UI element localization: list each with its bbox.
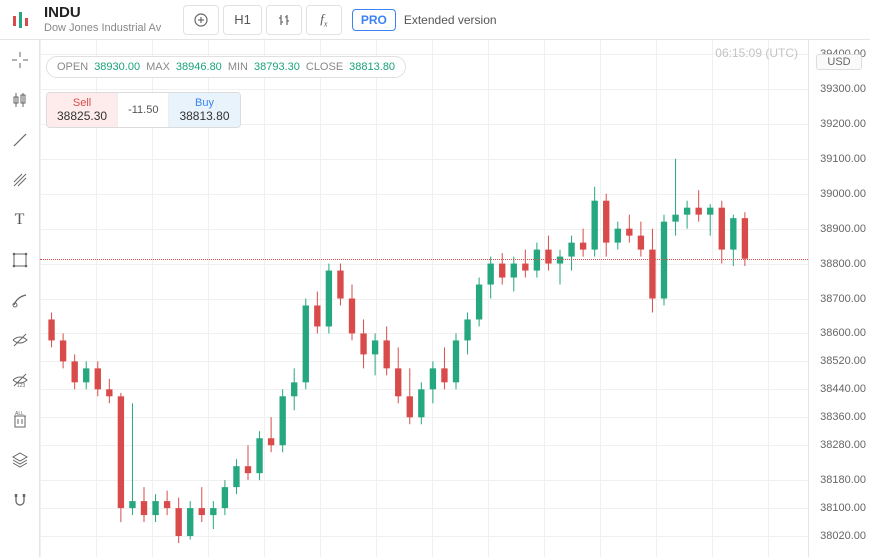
y-tick-label: 38280.00 — [820, 439, 866, 451]
y-axis[interactable]: 38020.00 38100.00 38180.00 38280.00 38360.00… — [808, 40, 870, 557]
max-value: 38946.80 — [176, 61, 222, 73]
hide-labels-tool-icon[interactable]: 123 — [0, 360, 39, 400]
sell-label: Sell — [73, 97, 91, 109]
y-tick-label: 39100.00 — [820, 153, 866, 165]
svg-text:ALL: ALL — [15, 411, 24, 417]
ohlc-pill: OPEN 38930.00 MAX 38946.80 MIN 38793.30 … — [46, 56, 406, 78]
fork-tool-icon[interactable] — [0, 160, 39, 200]
y-tick-label: 38360.00 — [820, 411, 866, 423]
open-label: OPEN — [57, 61, 88, 73]
interval-button[interactable]: H1 — [223, 5, 262, 35]
trendline-tool-icon[interactable] — [0, 120, 39, 160]
trade-box: Sell 38825.30 -11.50 Buy 38813.80 — [46, 92, 241, 128]
symbol-code: INDU — [44, 5, 161, 22]
crosshair-tool-icon[interactable] — [0, 40, 39, 80]
y-tick-label: 38100.00 — [820, 502, 866, 514]
symbol-block[interactable]: INDU Dow Jones Industrial Av — [44, 5, 161, 34]
close-label: CLOSE — [306, 61, 343, 73]
spread-cell: -11.50 — [117, 93, 169, 127]
extended-version-link[interactable]: Extended version — [404, 13, 497, 27]
svg-text:123: 123 — [17, 383, 26, 389]
y-tick-label: 39000.00 — [820, 188, 866, 200]
gridline-v — [768, 40, 769, 557]
y-tick-label: 38520.00 — [820, 355, 866, 367]
top-header: INDU Dow Jones Industrial Av H1 fx PRO E… — [0, 0, 870, 40]
spread-value: -11.50 — [128, 104, 158, 116]
text-tool-icon[interactable]: T — [0, 200, 39, 240]
y-tick-label: 38800.00 — [820, 258, 866, 270]
current-price-line — [40, 259, 808, 260]
y-tick-label: 39200.00 — [820, 118, 866, 130]
brand-logo-icon — [6, 10, 36, 30]
pro-button[interactable]: PRO — [352, 9, 396, 31]
functions-button[interactable]: fx — [306, 5, 342, 35]
y-tick-label: 39300.00 — [820, 83, 866, 95]
delete-all-tool-icon[interactable]: ALL — [0, 400, 39, 440]
min-label: MIN — [228, 61, 248, 73]
layers-tool-icon[interactable] — [0, 440, 39, 480]
buy-button[interactable]: Buy 38813.80 — [169, 93, 239, 127]
y-tick-label: 38440.00 — [820, 383, 866, 395]
open-value: 38930.00 — [94, 61, 140, 73]
magnet-tool-icon[interactable] — [0, 480, 39, 520]
sell-button[interactable]: Sell 38825.30 — [47, 93, 117, 127]
timestamp-label: 06:15:09 (UTC) — [715, 46, 798, 60]
y-tick-label: 38700.00 — [820, 293, 866, 305]
min-value: 38793.30 — [254, 61, 300, 73]
left-sidebar: T 123 ALL — [0, 40, 40, 557]
close-value: 38813.80 — [349, 61, 395, 73]
add-indicator-button[interactable] — [183, 5, 219, 35]
hide-tool-icon[interactable] — [0, 320, 39, 360]
top-toolbar: H1 fx — [183, 5, 342, 35]
shape-tool-icon[interactable] — [0, 240, 39, 280]
chart-type-button[interactable] — [266, 5, 302, 35]
y-tick-label: 38900.00 — [820, 223, 866, 235]
candle-tool-icon[interactable] — [0, 80, 39, 120]
buy-price: 38813.80 — [179, 109, 229, 123]
buy-label: Buy — [195, 97, 214, 109]
sell-price: 38825.30 — [57, 109, 107, 123]
brush-tool-icon[interactable] — [0, 280, 39, 320]
currency-badge[interactable]: USD — [816, 54, 862, 70]
max-label: MAX — [146, 61, 170, 73]
symbol-name: Dow Jones Industrial Av — [44, 22, 161, 34]
y-tick-label: 38600.00 — [820, 327, 866, 339]
y-tick-label: 38180.00 — [820, 474, 866, 486]
y-tick-label: 38020.00 — [820, 530, 866, 542]
